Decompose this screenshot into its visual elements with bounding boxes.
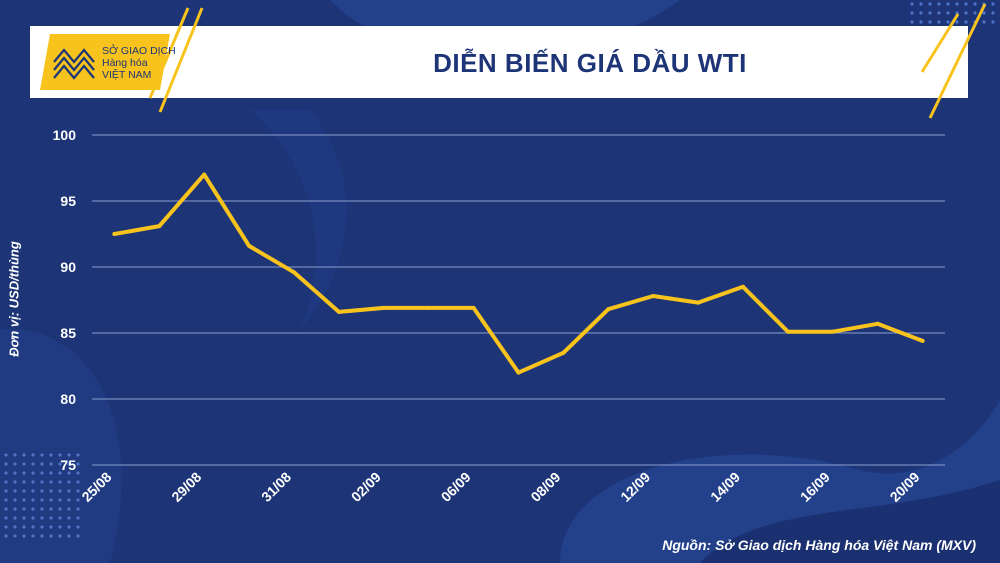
- data-point: [606, 307, 611, 312]
- data-point: [336, 309, 341, 314]
- x-tick-label: 31/08: [258, 469, 294, 505]
- data-point: [471, 305, 476, 310]
- data-point: [247, 243, 252, 248]
- y-tick-label: 85: [60, 325, 76, 341]
- data-point: [112, 232, 117, 236]
- data-point: [696, 300, 701, 305]
- logo-text: SỞ GIAO DỊCH Hàng hóa VIỆT NAM: [102, 45, 176, 81]
- data-point: [830, 329, 835, 334]
- x-tick-label: 16/09: [797, 469, 833, 505]
- data-point: [381, 305, 386, 310]
- x-tick-label: 20/09: [887, 469, 923, 505]
- data-point: [875, 321, 880, 326]
- y-tick-label: 100: [53, 127, 77, 143]
- page-title: DIỄN BIẾN GIÁ DẦU WTI: [433, 48, 747, 78]
- y-tick-label: 75: [60, 457, 76, 473]
- x-tick-label: 08/09: [527, 469, 563, 505]
- x-tick-label: 02/09: [348, 469, 384, 505]
- data-point: [426, 305, 431, 310]
- data-point: [516, 370, 521, 375]
- data-point: [651, 294, 656, 299]
- logo-line-2: Hàng hóa: [102, 57, 148, 69]
- data-point: [785, 329, 790, 334]
- logo-line-3: VIỆT NAM: [102, 69, 152, 81]
- y-tick-label: 80: [60, 391, 76, 407]
- x-tick-label: 25/08: [78, 469, 114, 505]
- data-point: [157, 224, 162, 229]
- source-note: Nguồn: Sở Giao dịch Hàng hóa Việt Nam (M…: [662, 537, 976, 553]
- x-tick-label: 14/09: [707, 469, 743, 505]
- y-axis-label: Đơn vị: USD/thùng: [6, 241, 22, 357]
- series-line: [112, 172, 925, 375]
- y-tick-label: 95: [60, 193, 76, 209]
- logo: [40, 34, 170, 90]
- title-band: [30, 26, 968, 98]
- data-point: [561, 350, 566, 355]
- data-point: [920, 338, 925, 343]
- y-tick-label: 90: [60, 259, 76, 275]
- x-tick-label: 29/08: [168, 469, 204, 505]
- data-point: [202, 172, 207, 177]
- data-point: [292, 270, 297, 275]
- x-tick-label: 06/09: [438, 469, 474, 505]
- logo-line-1: SỞ GIAO DỊCH: [102, 45, 176, 57]
- data-point: [740, 284, 745, 289]
- x-tick-label: 12/09: [617, 469, 653, 505]
- logo-icon: [40, 34, 170, 90]
